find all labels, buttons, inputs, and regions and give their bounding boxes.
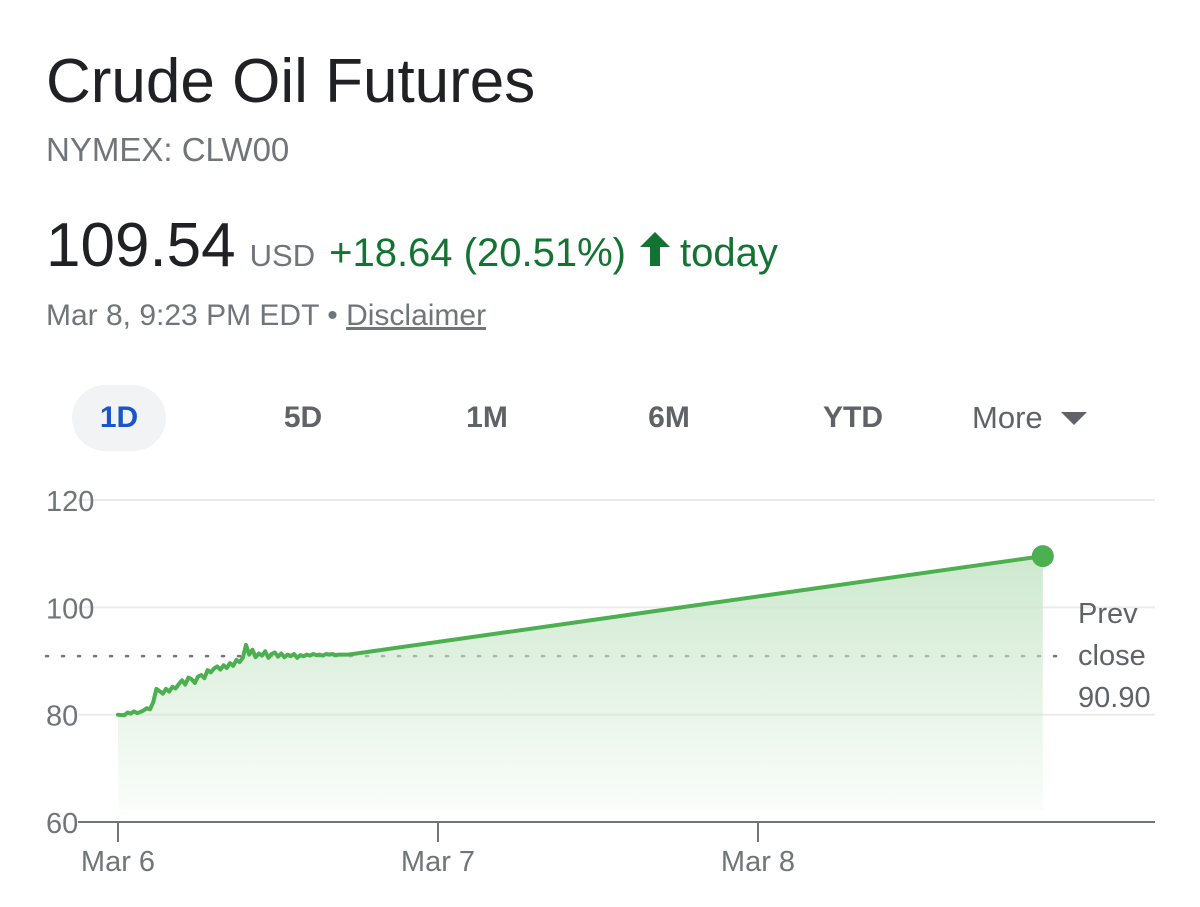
tab-1m[interactable]: 1M: [466, 401, 508, 434]
meta-separator: •: [327, 299, 338, 332]
x-axis: Mar 6 Mar 7 Mar 8: [78, 821, 1155, 878]
price-chart: 60 80 100 120 Mar 6 Mar 7 Mar 8 Prev close 90.9…: [44, 486, 1155, 878]
quote-timestamp: Mar 8, 9:23 PM EDT: [46, 299, 319, 332]
y-tick-label: 120: [46, 486, 94, 518]
quote-summary: 109.54 USD +18.64 (20.51%) today: [46, 210, 778, 282]
arrow-up-icon: [639, 232, 670, 266]
quote-meta: Mar 8, 9:23 PM EDT • Disclaimer: [46, 298, 486, 334]
x-tick-label: Mar 7: [401, 846, 475, 878]
more-dropdown[interactable]: More: [972, 385, 1087, 451]
prev-close-label: Prev close 90.90: [1078, 598, 1151, 714]
tab-6m[interactable]: 6M: [648, 401, 690, 434]
change-period: today: [679, 231, 778, 275]
currency-label: USD: [249, 238, 316, 273]
y-tick-label: 60: [46, 808, 78, 840]
x-tick-label: Mar 8: [721, 846, 795, 878]
current-price: 109.54: [46, 211, 236, 280]
prev-close-label-line: 90.90: [1078, 682, 1151, 714]
caret-down-icon: [1060, 411, 1087, 425]
y-tick-label: 80: [46, 701, 78, 733]
y-tick-label: 100: [46, 593, 94, 625]
tab-ytd[interactable]: YTD: [823, 401, 883, 434]
price-change: +18.64 (20.51%): [329, 231, 626, 275]
range-tabs: 1D 5D 1M 6M YTD More: [72, 385, 1142, 451]
ticker-symbol: NYMEX: CLW00: [46, 131, 290, 168]
more-label: More: [972, 400, 1043, 435]
x-tick-label: Mar 6: [81, 846, 155, 878]
prev-close-label-line: close: [1078, 640, 1146, 672]
page-title: Crude Oil Futures: [46, 47, 536, 116]
tab-5d[interactable]: 5D: [283, 401, 323, 434]
prev-close-label-line: Prev: [1078, 598, 1138, 630]
tab-1d[interactable]: 1D: [72, 385, 166, 451]
price-area: [118, 556, 1043, 810]
latest-price-marker: [1031, 545, 1054, 568]
price-line: [116, 554, 1045, 718]
disclaimer-link[interactable]: Disclaimer: [346, 299, 487, 332]
